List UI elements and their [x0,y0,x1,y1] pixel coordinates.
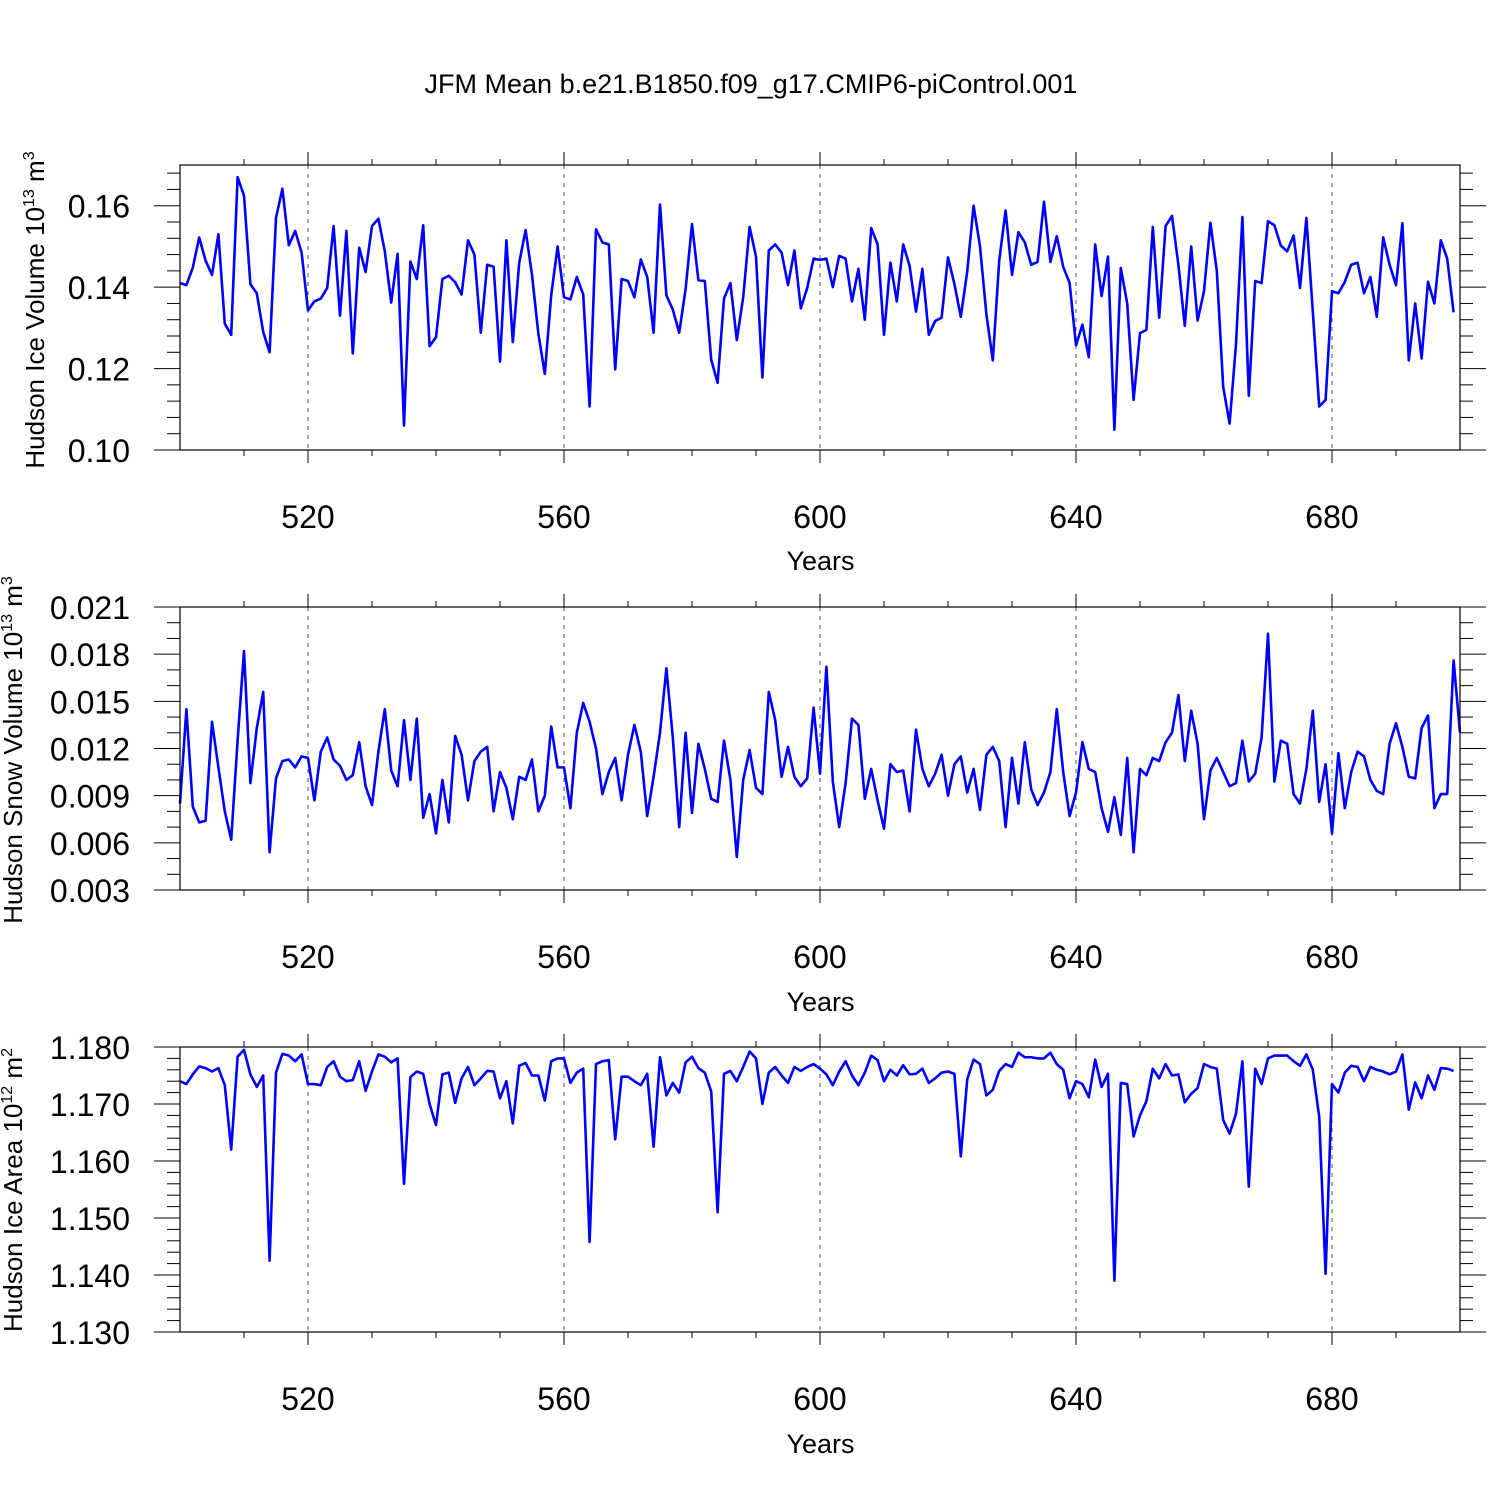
plot-frame [179,606,1461,891]
plot-frame [179,1046,1461,1333]
y-tick-label: 0.12 [68,352,130,388]
panel-ice-volume: 0.10 0.12 0.14 0.16 520 560 600 640 680 Years H… [20,151,1486,576]
x-tick-label: 600 [793,1381,846,1417]
axis-ticks [154,152,1486,463]
x-tick-label: 600 [793,499,846,535]
y-tick-label: 0.021 [50,590,130,626]
y-tick-labels: 0.003 0.006 0.009 0.012 0.015 0.018 0.021 [50,590,130,909]
y-tick-label: 1.180 [50,1030,130,1066]
y-tick-label: 1.160 [50,1144,130,1180]
y-tick-labels: 1.130 1.140 1.150 1.160 1.170 1.180 [50,1030,130,1351]
x-tick-label: 520 [281,499,334,535]
x-tick-labels: 520 560 600 640 680 [281,1381,1358,1417]
y-tick-label: 0.012 [50,732,130,768]
y-axis-label: Hudson Ice Area 1012 m2 [0,1048,28,1332]
series-line [179,1048,1455,1282]
vertical-grid [307,1047,1333,1332]
x-tick-label: 640 [1049,499,1102,535]
x-tick-label: 520 [281,939,334,975]
y-tick-label: 0.006 [50,826,130,862]
vertical-grid [307,607,1333,890]
y-tick-label: 0.14 [68,270,130,306]
plot-frame [179,164,1461,451]
vertical-grid [307,165,1333,450]
y-tick-label: 0.16 [68,189,130,225]
x-axis-label: Years [786,1429,854,1459]
x-tick-labels: 520 560 600 640 680 [281,939,1358,975]
y-tick-label: 0.10 [68,433,130,469]
x-tick-label: 560 [537,939,590,975]
x-tick-label: 640 [1049,1381,1102,1417]
x-tick-label: 680 [1305,939,1358,975]
y-axis-label: Hudson Snow Volume 1013 m3 [0,576,28,924]
x-axis-label: Years [786,546,854,576]
x-tick-label: 680 [1305,1381,1358,1417]
x-tick-label: 600 [793,939,846,975]
axis-ticks [154,1034,1486,1345]
y-tick-label: 0.018 [50,637,130,673]
y-tick-labels: 0.10 0.12 0.14 0.16 [68,189,130,469]
x-tick-label: 560 [537,1381,590,1417]
y-tick-label: 0.009 [50,779,130,815]
y-axis-label: Hudson Ice Volume 1013 m3 [20,151,50,468]
series-ice-area [179,1048,1455,1282]
x-tick-label: 560 [537,499,590,535]
series-line [179,175,1455,431]
y-tick-label: 1.140 [50,1258,130,1294]
axis-ticks [154,594,1486,903]
x-tick-labels: 520 560 600 640 680 [281,499,1358,535]
series-ice-volume [179,175,1455,431]
x-tick-label: 640 [1049,939,1102,975]
y-tick-label: 1.170 [50,1087,130,1123]
y-tick-label: 1.150 [50,1201,130,1237]
x-tick-label: 680 [1305,499,1358,535]
x-axis-label: Years [786,987,854,1017]
y-tick-label: 0.015 [50,684,130,720]
series-line [178,632,1462,859]
x-tick-label: 520 [281,1381,334,1417]
figure-title: JFM Mean b.e21.B1850.f09_g17.CMIP6-piCon… [425,69,1078,99]
y-tick-label: 1.130 [50,1315,130,1351]
y-tick-label: 0.003 [50,873,130,909]
series-snow-volume [178,632,1462,859]
panel-ice-area: 1.130 1.140 1.150 1.160 1.170 1.180 520 560 600… [0,1030,1486,1459]
